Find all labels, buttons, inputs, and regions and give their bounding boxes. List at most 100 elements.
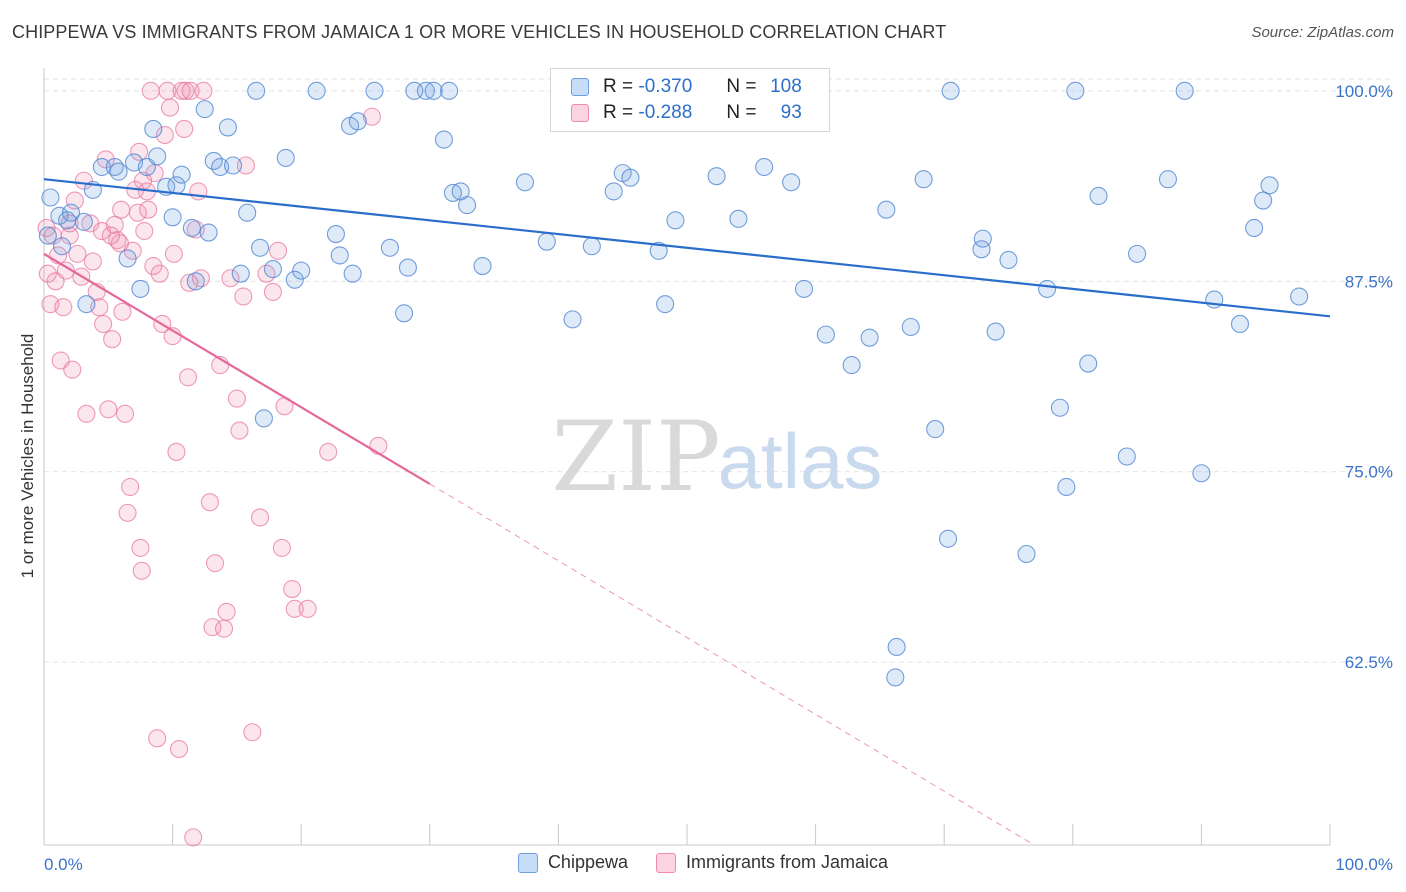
- chippewa-point: [842, 356, 861, 375]
- chippewa-point: [582, 237, 601, 256]
- jamaica-point: [250, 508, 270, 527]
- chippewa-point: [218, 118, 237, 137]
- chippewa-point: [61, 203, 81, 222]
- chippewa-point: [1089, 186, 1108, 206]
- stats-legend: R = -0.370 N = 108 R = -0.288 N = 93: [550, 68, 830, 132]
- chippewa-point: [343, 264, 362, 283]
- chippewa-point: [537, 232, 556, 251]
- jamaica-point: [144, 257, 163, 276]
- chippewa-point: [263, 260, 282, 279]
- chippewa-point: [1175, 81, 1194, 100]
- jamaica-point: [285, 599, 304, 618]
- chippewa-point: [199, 223, 218, 242]
- jamaica-point: [217, 602, 236, 621]
- y-tick-label: 62.5%: [1345, 653, 1393, 672]
- chippewa-point: [443, 183, 462, 202]
- chippewa-point: [109, 162, 128, 181]
- jamaica-point: [63, 360, 82, 379]
- jamaica-point: [105, 215, 124, 234]
- jamaica-point: [283, 579, 302, 599]
- chippewa-point: [816, 325, 835, 344]
- jamaica-point: [54, 298, 73, 317]
- chippewa-point: [914, 170, 933, 189]
- chippewa-point: [886, 668, 905, 687]
- jamaica-point: [263, 282, 282, 302]
- chippewa-point: [380, 238, 399, 257]
- axes: [43, 68, 1331, 846]
- n-value: 108: [770, 76, 802, 97]
- jamaica-point: [139, 200, 158, 219]
- jamaica-point: [115, 404, 135, 423]
- chippewa-point: [621, 168, 640, 187]
- jamaica-point: [194, 81, 213, 100]
- legend-row-jamaica: R = -0.288 N = 93: [571, 100, 802, 126]
- jamaica-point: [164, 244, 183, 263]
- jamaica-point: [77, 404, 96, 423]
- chippewa-point: [1079, 354, 1098, 373]
- jamaica-point: [148, 729, 167, 748]
- jamaica-point: [141, 81, 160, 100]
- chippewa-point: [458, 196, 477, 215]
- chippewa-point: [365, 81, 384, 100]
- chippewa-point: [1290, 287, 1309, 306]
- chippewa-point: [118, 249, 137, 268]
- chippewa-point: [999, 250, 1018, 270]
- chippewa-point: [148, 147, 167, 166]
- chippewa-point: [292, 261, 311, 280]
- legend-row-chippewa: R = -0.370 N = 108: [571, 74, 802, 100]
- jamaica-point: [130, 142, 149, 161]
- chippewa-point: [223, 156, 243, 175]
- jamaica-point: [257, 264, 276, 283]
- jamaica-point: [319, 442, 338, 461]
- chippewa-point: [398, 258, 417, 277]
- chippewa-point: [186, 272, 205, 291]
- chippewa-point: [1050, 398, 1069, 417]
- chippewa-point: [172, 165, 191, 184]
- chippewa-point: [163, 208, 182, 227]
- jamaica-point: [230, 421, 249, 440]
- jamaica-point: [56, 261, 75, 280]
- chippewa-point: [473, 257, 492, 276]
- chippewa-point: [887, 637, 906, 656]
- chippewa-point: [877, 200, 896, 219]
- jamaica-point: [37, 218, 56, 238]
- r-label: R =: [603, 102, 634, 123]
- n-label: N =: [726, 76, 757, 97]
- jamaica-point: [131, 538, 150, 557]
- chippewa-point: [182, 218, 201, 238]
- jamaica-point: [200, 493, 219, 512]
- chippewa-point: [1254, 191, 1273, 210]
- chippewa-point: [941, 81, 960, 100]
- x-tick-label-max: 100.0%: [1335, 855, 1393, 874]
- chippewa-point: [254, 409, 273, 428]
- chippewa-point: [52, 237, 72, 256]
- y-tick-label: 75.0%: [1345, 463, 1393, 482]
- chippewa-swatch: [517, 852, 538, 873]
- jamaica-point: [176, 81, 195, 100]
- chippewa-point: [986, 322, 1005, 341]
- chippewa-point: [666, 211, 685, 230]
- jamaica-points: [37, 81, 388, 847]
- chippewa-point: [424, 81, 443, 100]
- chippewa-point: [74, 212, 93, 231]
- chippewa-point: [1245, 218, 1264, 238]
- jamaica-point: [103, 330, 122, 349]
- jamaica-point: [181, 81, 200, 100]
- jamaica-point: [221, 269, 240, 288]
- jamaica-point: [298, 599, 317, 618]
- jamaica-point: [112, 200, 131, 219]
- chippewa-trend-line: [43, 178, 1331, 318]
- jamaica-point: [155, 125, 174, 145]
- chippewa-point: [276, 148, 295, 167]
- watermark-atlas: atlas: [718, 417, 883, 505]
- jamaica-point: [101, 226, 120, 245]
- chart-title: CHIPPEWA VS IMMIGRANTS FROM JAMAICA 1 OR…: [12, 22, 947, 42]
- trend-lines: [43, 178, 1331, 846]
- chippewa-point: [416, 81, 435, 100]
- chippewa-point: [238, 203, 257, 222]
- watermark: ZIP atlas: [551, 401, 882, 513]
- jamaica-point: [203, 618, 222, 637]
- chippewa-point: [1230, 314, 1250, 334]
- jamaica-point: [68, 244, 87, 263]
- jamaica-point: [121, 477, 140, 497]
